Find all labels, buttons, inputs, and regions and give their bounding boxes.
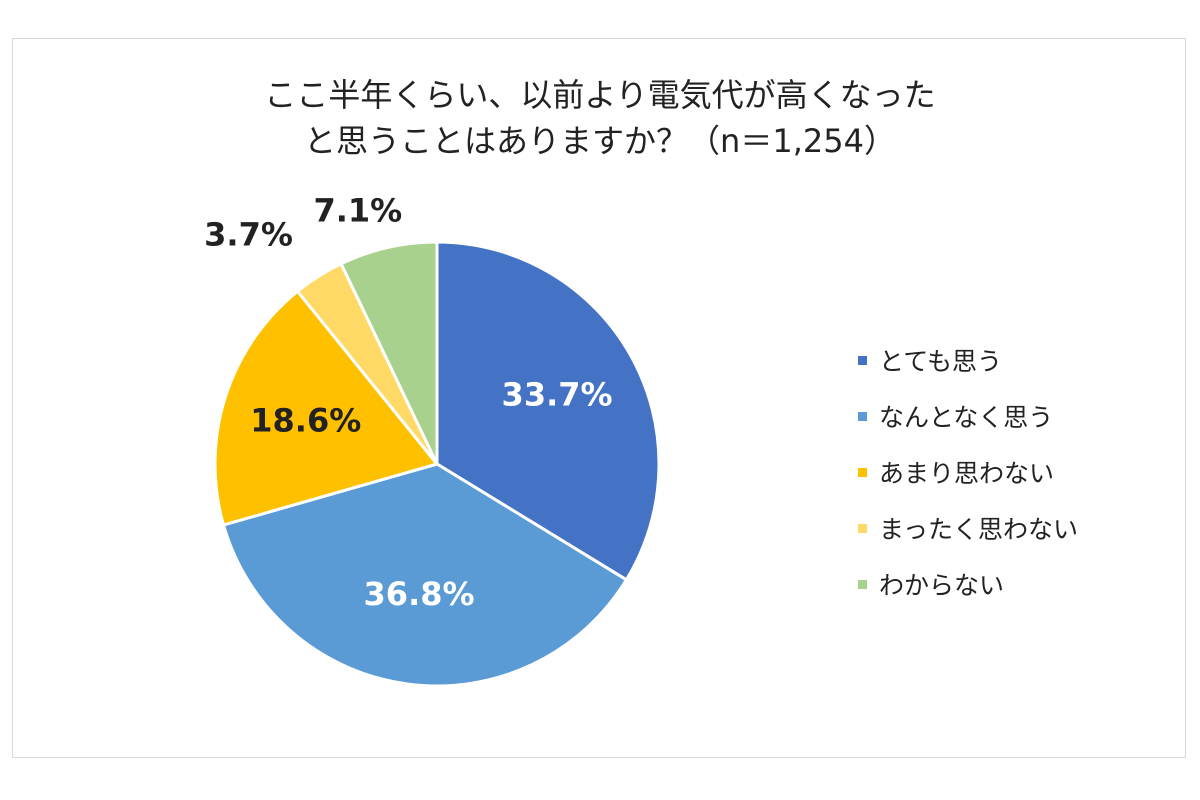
chart-legend: とても思うなんとなく思う あまり思わない まったく思わない わからない — [858, 332, 1078, 612]
legend-label: なんとなく思う — [879, 403, 1054, 432]
legend-label: まったく思わない — [879, 515, 1079, 544]
pie-slice-1 — [435, 240, 661, 582]
legend-item-1: とても思う — [858, 332, 1078, 388]
legend-item-2: なんとなく思う — [858, 388, 1078, 444]
legend-item-4: まったく思わない — [858, 500, 1078, 556]
data-label-5: 7.1% — [313, 192, 402, 230]
chart-title-line-2: と思うことはありますか？（n＝1,254） — [304, 122, 896, 160]
legend-swatch — [858, 355, 867, 365]
chart-title-line-1: ここ半年くらい、以前より電気代が高くなった — [264, 76, 936, 114]
legend-swatch — [858, 523, 867, 533]
data-label-4: 3.7% — [204, 215, 293, 253]
data-label-2: 36.8% — [364, 575, 475, 613]
data-label-3: 18.6% — [250, 401, 361, 439]
legend-label: あまり思わない — [879, 459, 1055, 488]
pie-slice-3 — [213, 289, 440, 527]
legend-label: わからない — [879, 571, 1005, 600]
legend-swatch — [858, 579, 867, 589]
legend-swatch — [858, 411, 867, 421]
pie-slice-2 — [221, 462, 629, 688]
legend-item-3: あまり思わない — [858, 444, 1078, 500]
data-label-1: 33.7% — [502, 376, 613, 414]
legend-swatch — [858, 467, 867, 477]
legend-label: とても思う — [879, 347, 1003, 376]
chart-title: ここ半年くらい、以前より電気代が高くなった と思うことはありますか？（n＝1,2… — [0, 72, 1200, 164]
pie-slice-5 — [339, 240, 439, 465]
legend-item-5: わからない — [858, 556, 1078, 612]
